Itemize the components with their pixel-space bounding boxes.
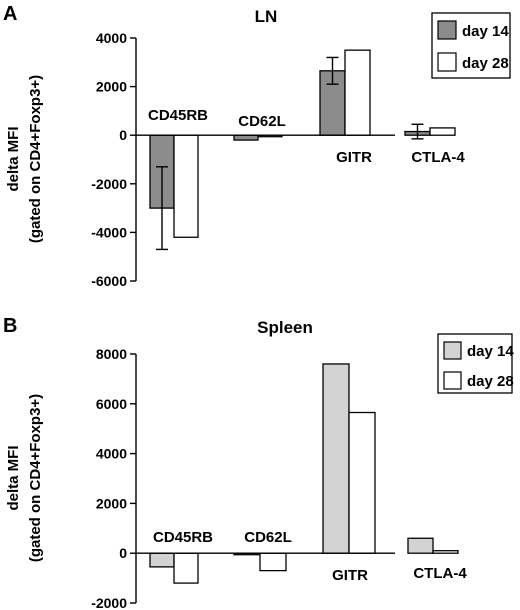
bar — [322, 363, 350, 554]
y-tick-label: -2000 — [91, 595, 127, 610]
legend-swatch — [437, 52, 457, 72]
bar — [233, 134, 259, 141]
bar — [407, 537, 434, 554]
category-label: CD62L — [244, 529, 292, 546]
legend-swatch — [443, 371, 462, 390]
legend-label: day 28 — [467, 373, 514, 390]
bar — [173, 134, 199, 238]
y-tick-label: 8000 — [96, 346, 127, 362]
y-axis-label: (gated on CD4+Foxp3+) — [27, 394, 44, 562]
y-tick-label: 2000 — [96, 495, 127, 511]
category-label: CTLA-4 — [413, 565, 467, 582]
y-axis-label: delta MFI — [5, 445, 22, 510]
panel-spleen: B Spleen delta MFI (gated on CD4+Foxp3+) 800… — [3, 315, 514, 610]
y-tick-label: 6000 — [96, 396, 127, 412]
y-tick-label: 0 — [119, 127, 127, 143]
y-tick-label: -2000 — [91, 176, 127, 192]
y-tick-label: 4000 — [96, 30, 127, 46]
category-label: GITR — [336, 149, 372, 166]
legend-label: day 14 — [462, 23, 509, 40]
y-tick-label: -6000 — [91, 273, 127, 289]
panel-ln: A LN delta MFI (gated on CD4+Foxp3+) 4000 200… — [3, 3, 511, 289]
y-tick-label: 2000 — [96, 79, 127, 95]
category-label: CD45RB — [148, 107, 208, 124]
legend-swatch — [443, 341, 462, 360]
chart-title: LN — [255, 7, 278, 26]
y-tick-label: 0 — [119, 545, 127, 561]
bar — [173, 552, 199, 584]
bar — [429, 127, 456, 136]
category-label: CD45RB — [153, 529, 213, 546]
bar — [344, 49, 371, 136]
legend-swatch — [437, 20, 457, 40]
panel-letter: A — [3, 3, 17, 25]
category-label: CTLA-4 — [411, 149, 465, 166]
y-axis-label: (gated on CD4+Foxp3+) — [27, 75, 44, 243]
category-label: GITR — [332, 567, 368, 584]
y-axis-label: delta MFI — [5, 126, 22, 191]
y-tick-label: 4000 — [96, 446, 127, 462]
chart-title: Spleen — [257, 318, 313, 337]
legend-label: day 14 — [467, 343, 514, 360]
bar — [348, 411, 376, 554]
bar — [149, 552, 175, 568]
category-label: CD62L — [238, 113, 286, 130]
panel-letter: B — [3, 315, 17, 337]
y-tick-label: -4000 — [91, 224, 127, 240]
legend-label: day 28 — [462, 55, 509, 72]
bar — [259, 552, 287, 572]
bar — [432, 550, 459, 554]
